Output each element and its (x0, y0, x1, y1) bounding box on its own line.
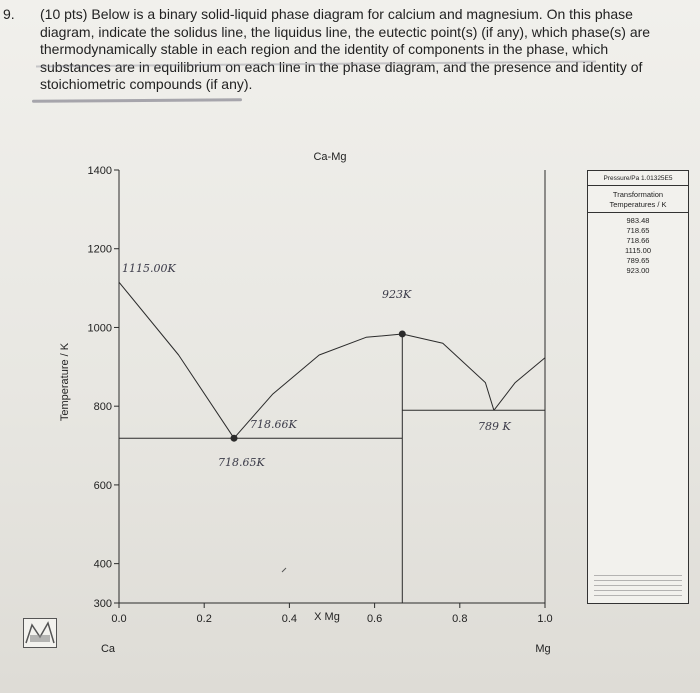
curves-group (118, 281, 546, 603)
y-tick-label: 1200 (88, 244, 112, 256)
handwritten-note: 718.66K (250, 418, 297, 431)
y-tick-label: 300 (94, 598, 112, 610)
y-tick-label: 600 (94, 480, 112, 492)
x-tick-label: 0.4 (282, 613, 297, 625)
handwritten-note: 718.65K (218, 456, 265, 469)
handwritten-annotations: 1115.00K 718.66K 718.65K 923K 789 K (122, 262, 511, 573)
x-tick-label: 0.2 (197, 613, 212, 625)
y-tick-label: 1400 (88, 165, 112, 177)
question-number: 9. (3, 6, 15, 22)
y-axis-label: Temperature / K (59, 342, 71, 421)
pencil-mark (281, 567, 287, 573)
y-tick-label: 1000 (88, 322, 112, 334)
x-tick-label: 1.0 (537, 613, 552, 625)
y-tick-label: 400 (94, 559, 112, 571)
temperature-value: 983.48 (626, 216, 650, 225)
panel-subtitle: Temperatures / K (588, 200, 688, 213)
temperature-value: 1115.00 (625, 246, 651, 255)
invariant-point (230, 434, 238, 442)
temperature-value: 718.66 (626, 236, 650, 245)
question-text: (10 pts) Below is a binary solid-liquid … (40, 6, 692, 94)
question-line-5: stoichiometric compounds (if any). (40, 76, 253, 92)
temperature-value: 718.65 (626, 226, 650, 235)
question-line-2: diagram, indicate the solidus line, the … (40, 23, 651, 40)
x-end-label-left: Ca (101, 643, 116, 655)
factsage-logo (23, 618, 57, 648)
x-tick-label: 0.8 (452, 613, 467, 625)
panel-footer-fineprint (594, 575, 682, 599)
temperature-list: 983.48 718.65 718.66 1115.00 789.65 923.… (588, 213, 688, 276)
transformation-temperature-panel: Pressure/Pa 1.01325E5 Transformation Tem… (587, 170, 689, 604)
x-axis-label: X Mg (314, 611, 340, 623)
x-tick-label: 0.6 (367, 613, 382, 625)
invariant-point (398, 330, 406, 338)
phase-boundary-line (493, 357, 546, 411)
handwritten-note: 923K (382, 288, 412, 301)
question-line-3: thermodynamically stable in each region … (40, 41, 609, 57)
y-tick-label: 800 (94, 401, 112, 413)
phase-boundary-line (118, 281, 235, 439)
logo-mark-icon (25, 621, 55, 644)
phase-boundary-line (233, 333, 495, 439)
x-tick-label: 0.0 (111, 613, 126, 625)
handwritten-note: 789 K (478, 420, 511, 433)
panel-title: Transformation (612, 190, 664, 199)
question-points: (10 pts) (40, 6, 88, 22)
temperature-value: 789.65 (626, 256, 650, 265)
pressure-header: Pressure/Pa 1.01325E5 (588, 171, 688, 186)
question-line-4: substances are in equilibrium on each li… (40, 58, 643, 75)
axes-group: 300 400 600 800 1000 1200 1400 0.0 0.2 0.4 0.6 0.8 1… (88, 165, 553, 625)
chart-title: Ca-Mg (313, 151, 346, 163)
question-line-1: Below is a binary solid-liquid phase dia… (91, 6, 633, 22)
x-end-label-right: Mg (535, 643, 550, 655)
temperature-value: 923.00 (626, 266, 650, 275)
handwritten-note: 1115.00K (122, 262, 176, 275)
